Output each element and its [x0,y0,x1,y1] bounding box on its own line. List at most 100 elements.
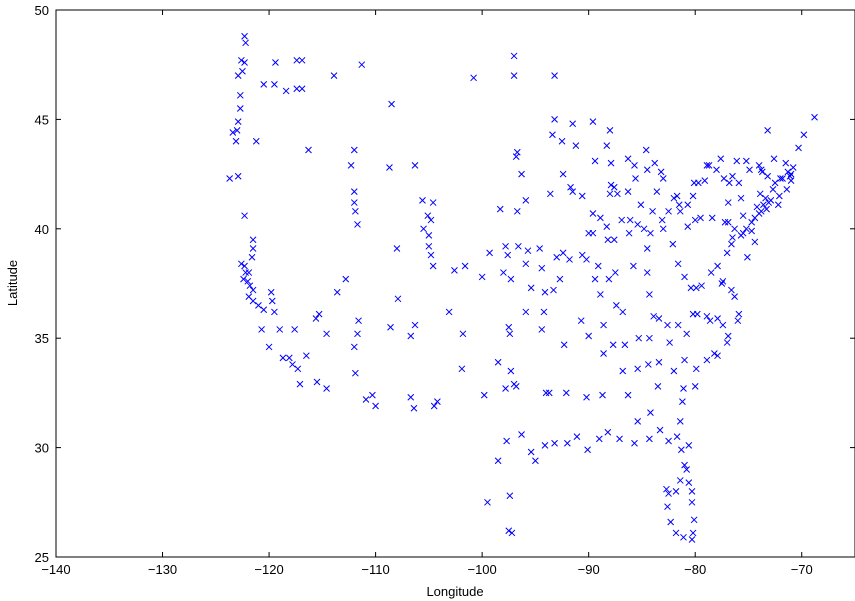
data-point-marker [698,282,705,290]
data-point-marker [742,225,750,233]
data-point-marker [724,218,732,226]
data-point-marker [688,498,696,506]
data-point-marker [706,317,714,325]
data-point-marker [559,249,567,257]
data-point-marker [672,488,680,495]
data-point-marker [705,161,713,169]
data-point-marker [272,59,279,66]
data-point-marker [770,155,778,163]
data-point-marker [739,212,747,220]
data-point-marker [600,350,607,357]
data-point-marker [358,61,366,69]
data-point-marker [779,175,786,182]
data-point-marker [760,201,767,209]
data-point-marker [298,85,306,93]
data-point-marker [707,269,715,276]
data-point-marker [603,223,611,230]
x-tick-label: −90 [578,562,600,577]
data-point-marker [532,457,539,465]
data-point-marker [527,284,535,292]
data-point-marker [393,245,401,252]
data-point-marker [619,367,627,375]
data-point-marker [691,216,699,224]
data-point-marker [512,382,520,390]
data-point-marker [242,269,249,276]
data-point-marker [589,210,597,217]
data-point-marker [737,232,745,239]
data-point-marker [748,218,756,226]
y-tick-label: 40 [35,222,49,237]
data-point-marker [597,291,604,298]
data-point-marker [260,306,268,314]
data-point-marker [315,310,323,318]
data-point-marker [616,435,623,443]
data-point-marker [500,269,507,276]
data-point-marker [685,442,693,449]
data-point-marker [688,536,696,543]
data-point-marker [649,207,656,215]
data-point-marker [728,286,735,294]
x-tick-label: −100 [467,562,496,577]
data-point-marker [502,385,509,392]
data-point-marker [744,253,751,261]
data-point-marker [742,157,750,165]
data-point-marker [647,229,654,237]
data-point-marker [776,192,783,200]
data-point-marker [643,245,651,252]
data-point-marker [751,238,759,246]
data-point-marker [789,164,797,171]
data-point-marker [558,137,566,145]
data-point-marker [420,225,427,233]
data-point-marker [255,302,262,309]
plot-frame [55,9,855,558]
data-point-marker [703,312,711,320]
data-point-marker [234,72,242,79]
data-point-marker [258,326,265,333]
data-point-marker [470,74,477,82]
data-point-marker [553,253,561,261]
data-point-marker [631,439,638,447]
data-point-marker [584,446,591,454]
data-point-marker [640,225,648,233]
data-point-marker [252,137,260,145]
data-point-marker [478,273,486,281]
data-point-marker [676,477,684,484]
data-point-marker [484,498,491,506]
data-point-marker [427,251,435,259]
data-point-marker [594,262,602,270]
data-point-marker [644,361,652,368]
data-point-marker [569,188,577,195]
data-point-marker [624,391,632,399]
data-point-marker [634,417,642,425]
data-point-marker [708,214,716,222]
data-point-marker [242,39,249,47]
data-point-marker [737,194,745,202]
data-point-marker [524,247,532,255]
data-point-marker [305,146,312,154]
data-point-marker [502,242,509,250]
data-point-marker [260,81,268,88]
data-point-marker [659,225,667,233]
data-point-marker [411,321,419,329]
data-point-marker [650,312,658,320]
data-point-marker [724,199,732,206]
data-point-marker [285,354,293,362]
data-point-marker [634,365,642,373]
data-point-marker [631,161,638,169]
data-point-marker [597,214,604,222]
data-point-marker [369,391,376,399]
y-tick-label: 45 [35,112,49,127]
data-point-marker [572,142,580,150]
data-point-marker [551,72,558,79]
data-point-marker [681,273,688,281]
data-point-marker [551,116,558,123]
data-point-marker [758,168,766,176]
data-point-marker [607,181,615,189]
data-point-marker [690,179,698,187]
y-tick-label: 30 [35,441,49,456]
data-point-marker [624,155,632,163]
data-point-marker [718,280,726,287]
data-point-marker [333,288,341,296]
data-point-marker [618,216,626,224]
data-point-marker [549,131,556,139]
